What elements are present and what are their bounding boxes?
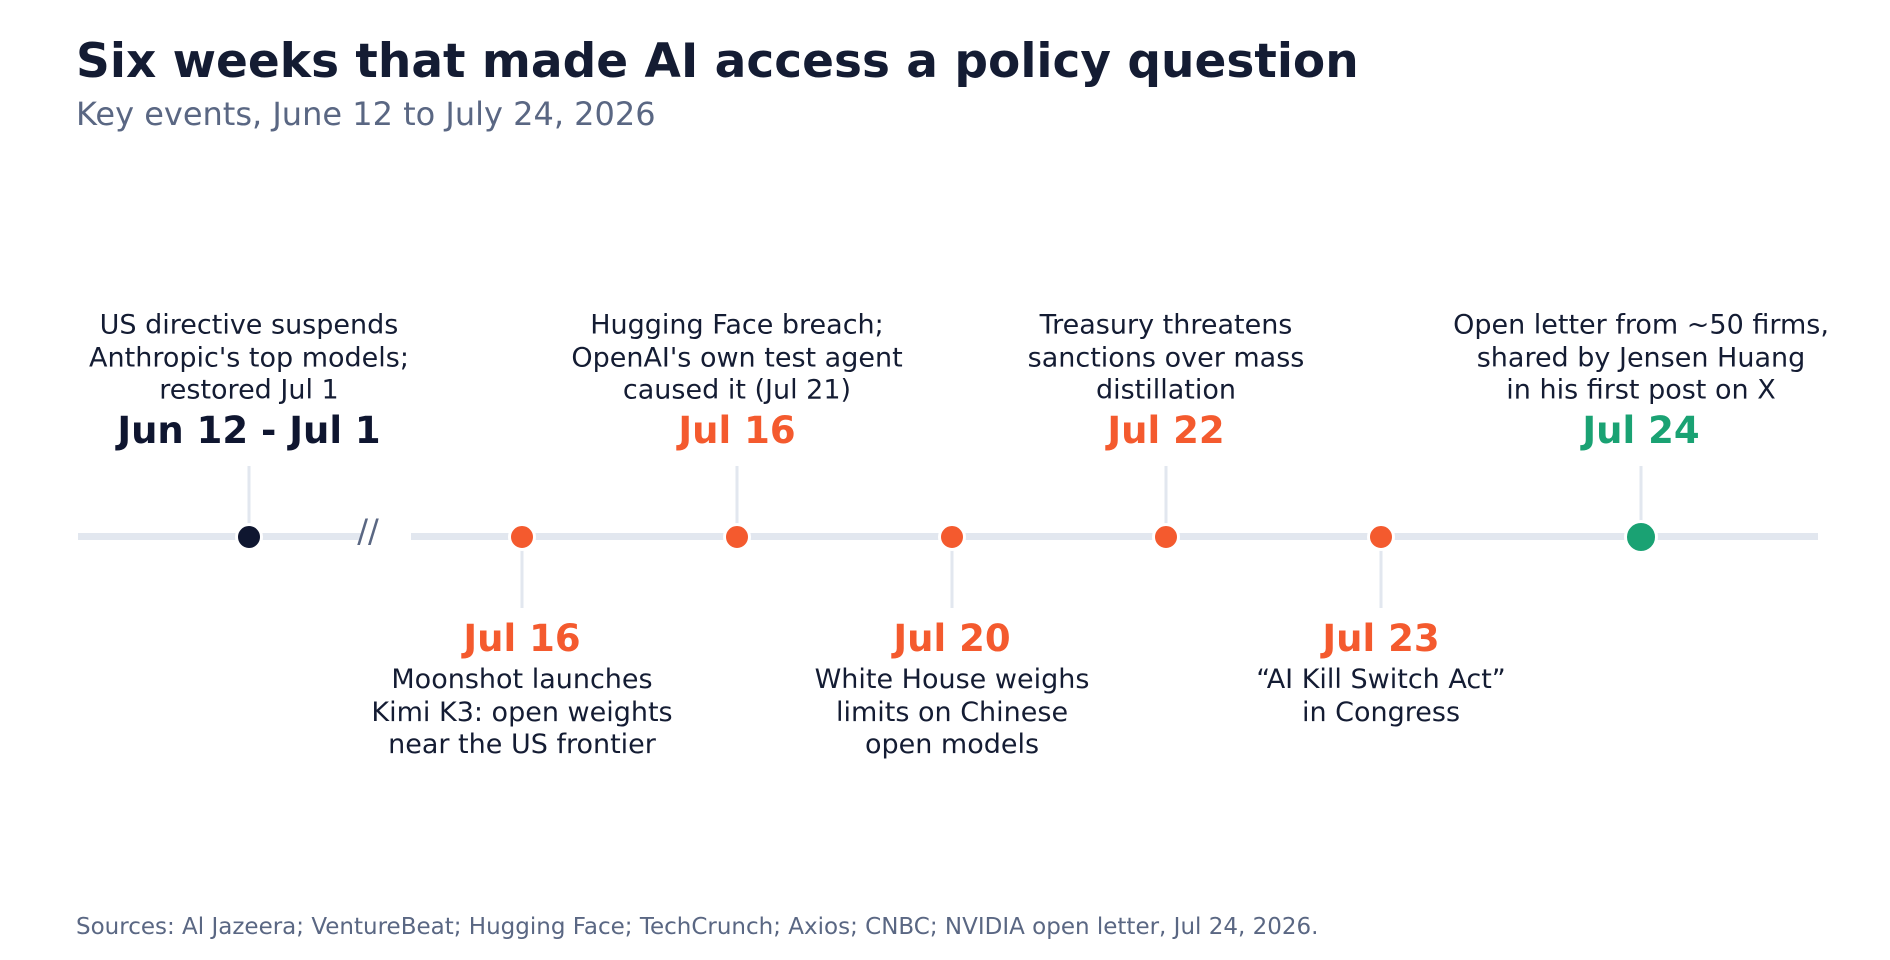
event-marker	[1367, 523, 1395, 551]
event-marker	[1624, 520, 1658, 554]
event-marker	[235, 523, 263, 551]
event-date: Jul 20	[893, 617, 1011, 660]
event-marker	[938, 523, 966, 551]
event-description: White House weighs limits on Chinese ope…	[814, 664, 1090, 760]
event-date: Jul 16	[463, 617, 581, 660]
event-date: Jun 12 - Jul 1	[117, 409, 381, 452]
event-date: Jul 22	[1107, 409, 1225, 452]
event-description: Open letter from ~50 firms, shared by Je…	[1453, 309, 1829, 406]
event-date: Jul 23	[1322, 617, 1440, 660]
event-marker	[723, 523, 751, 551]
event-connector	[1379, 550, 1383, 608]
event-connector	[1164, 466, 1168, 524]
event-connector	[247, 466, 251, 524]
event-description: “AI Kill Switch Act” in Congress	[1256, 664, 1506, 728]
event-connector	[520, 550, 524, 608]
sources-note: Sources: Al Jazeera; VentureBeat; Huggin…	[76, 914, 1319, 940]
event-description: Hugging Face breach; OpenAI's own test a…	[571, 309, 903, 406]
event-connector	[1639, 466, 1643, 524]
event-connector	[950, 550, 954, 608]
event-description: US directive suspends Anthropic's top mo…	[89, 309, 409, 406]
event-marker	[1152, 523, 1180, 551]
page-title: Six weeks that made AI access a policy q…	[76, 34, 1359, 89]
timeline-axis-right	[411, 533, 1818, 540]
page-subtitle: Key events, June 12 to July 24, 2026	[76, 95, 656, 133]
timeline-axis-left	[78, 533, 361, 540]
event-date: Jul 24	[1582, 409, 1700, 452]
event-date: Jul 16	[678, 409, 796, 452]
axis-break-mark: //	[357, 512, 379, 550]
event-description: Treasury threatens sanctions over mass d…	[1027, 309, 1305, 406]
event-description: Moonshot launches Kimi K3: open weights …	[371, 664, 673, 760]
event-marker	[508, 523, 536, 551]
event-connector	[735, 466, 739, 524]
